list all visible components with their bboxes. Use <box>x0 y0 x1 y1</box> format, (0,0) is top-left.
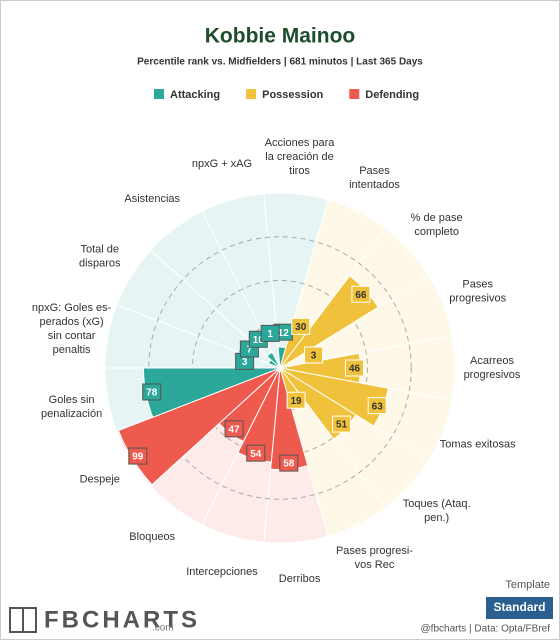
logo: FBCHARTS <box>44 606 200 633</box>
category-label: Tomas exitosas <box>440 438 516 450</box>
category-label: Intercepciones <box>186 566 258 578</box>
value-label: 3 <box>311 351 317 362</box>
category-label: Despeje <box>80 474 120 486</box>
value-label: 30 <box>295 322 307 333</box>
value-label-box <box>246 444 266 462</box>
value-label-box <box>332 415 352 433</box>
value-label: 99 <box>132 452 144 463</box>
value-label-box <box>304 346 324 364</box>
category-label: Bloqueos <box>129 531 175 543</box>
bar <box>278 365 281 369</box>
value-label-box <box>279 454 299 472</box>
value-label: 54 <box>250 449 262 460</box>
template-label: Template <box>505 579 550 591</box>
value-label: 51 <box>336 420 348 431</box>
value-label: 12 <box>278 328 290 339</box>
category-label: npxG + xAG <box>192 158 252 170</box>
legend-swatch <box>154 89 164 99</box>
footer: FBCHARTS .com @fbcharts | Data: Opta/FBr… <box>9 579 553 635</box>
chart-title: Kobbie Mainoo <box>205 25 356 48</box>
category-label: Pases intentados <box>349 165 400 191</box>
template-button-label[interactable]: Standard <box>493 600 545 614</box>
category-label: Asistencias <box>124 193 180 205</box>
template-button[interactable] <box>486 597 553 619</box>
value-label: 19 <box>290 396 302 407</box>
value-label: 78 <box>146 388 158 399</box>
category-label: Pases progresi-vos Rec <box>336 545 413 571</box>
value-label: 66 <box>355 290 367 301</box>
value-label-box <box>286 391 306 409</box>
bar <box>266 351 281 369</box>
value-label: 10 <box>253 335 265 346</box>
value-label-box <box>351 285 371 303</box>
category-label: Acciones para la creación de tiros <box>265 137 336 177</box>
credit: @fbcharts | Data: Opta/FBref <box>421 624 551 635</box>
category-label: % de pase completo <box>411 212 463 238</box>
category-label: npxG: Goles es-perados (xG) sin contar pen… <box>32 302 112 356</box>
plot: Acciones para la creación de tiros Pases int… <box>32 137 521 585</box>
value-label-box <box>345 359 364 377</box>
value-label-box <box>260 324 280 342</box>
value-label-box <box>142 383 162 401</box>
ring <box>148 236 412 500</box>
value-label-box <box>367 397 387 415</box>
legend-swatch <box>246 89 257 99</box>
sector-background <box>201 193 281 369</box>
value-label: 58 <box>283 459 295 470</box>
value-label-box <box>291 317 311 335</box>
legend-label: Attacking <box>170 89 220 101</box>
category-label: Pases progresivos <box>449 278 506 304</box>
legend-label: Defending <box>365 89 419 101</box>
category-label: Toques (Ataq. pen.) <box>403 498 471 524</box>
value-label: 3 <box>242 357 248 368</box>
category-label: Acarreos progresivos <box>464 355 521 381</box>
value-label-box <box>128 447 148 465</box>
value-label-box <box>224 420 244 438</box>
chart-subtitle: Percentile rank vs. Midfielders | 681 mi… <box>137 57 423 68</box>
category-label: Total de disparos <box>79 243 121 269</box>
legend: Attacking Possession Defending <box>154 89 419 101</box>
logo-suffix: .com <box>152 623 174 634</box>
category-label: Derribos <box>279 573 321 585</box>
value-label: 63 <box>372 401 384 412</box>
legend-swatch <box>349 89 360 99</box>
value-label: 7 <box>247 345 253 356</box>
value-label: 1 <box>267 329 273 340</box>
legend-label: Possession <box>262 89 323 101</box>
value-label: 46 <box>349 364 361 375</box>
category-label: Goles sin penalización <box>41 394 102 420</box>
value-label: 47 <box>228 424 240 435</box>
